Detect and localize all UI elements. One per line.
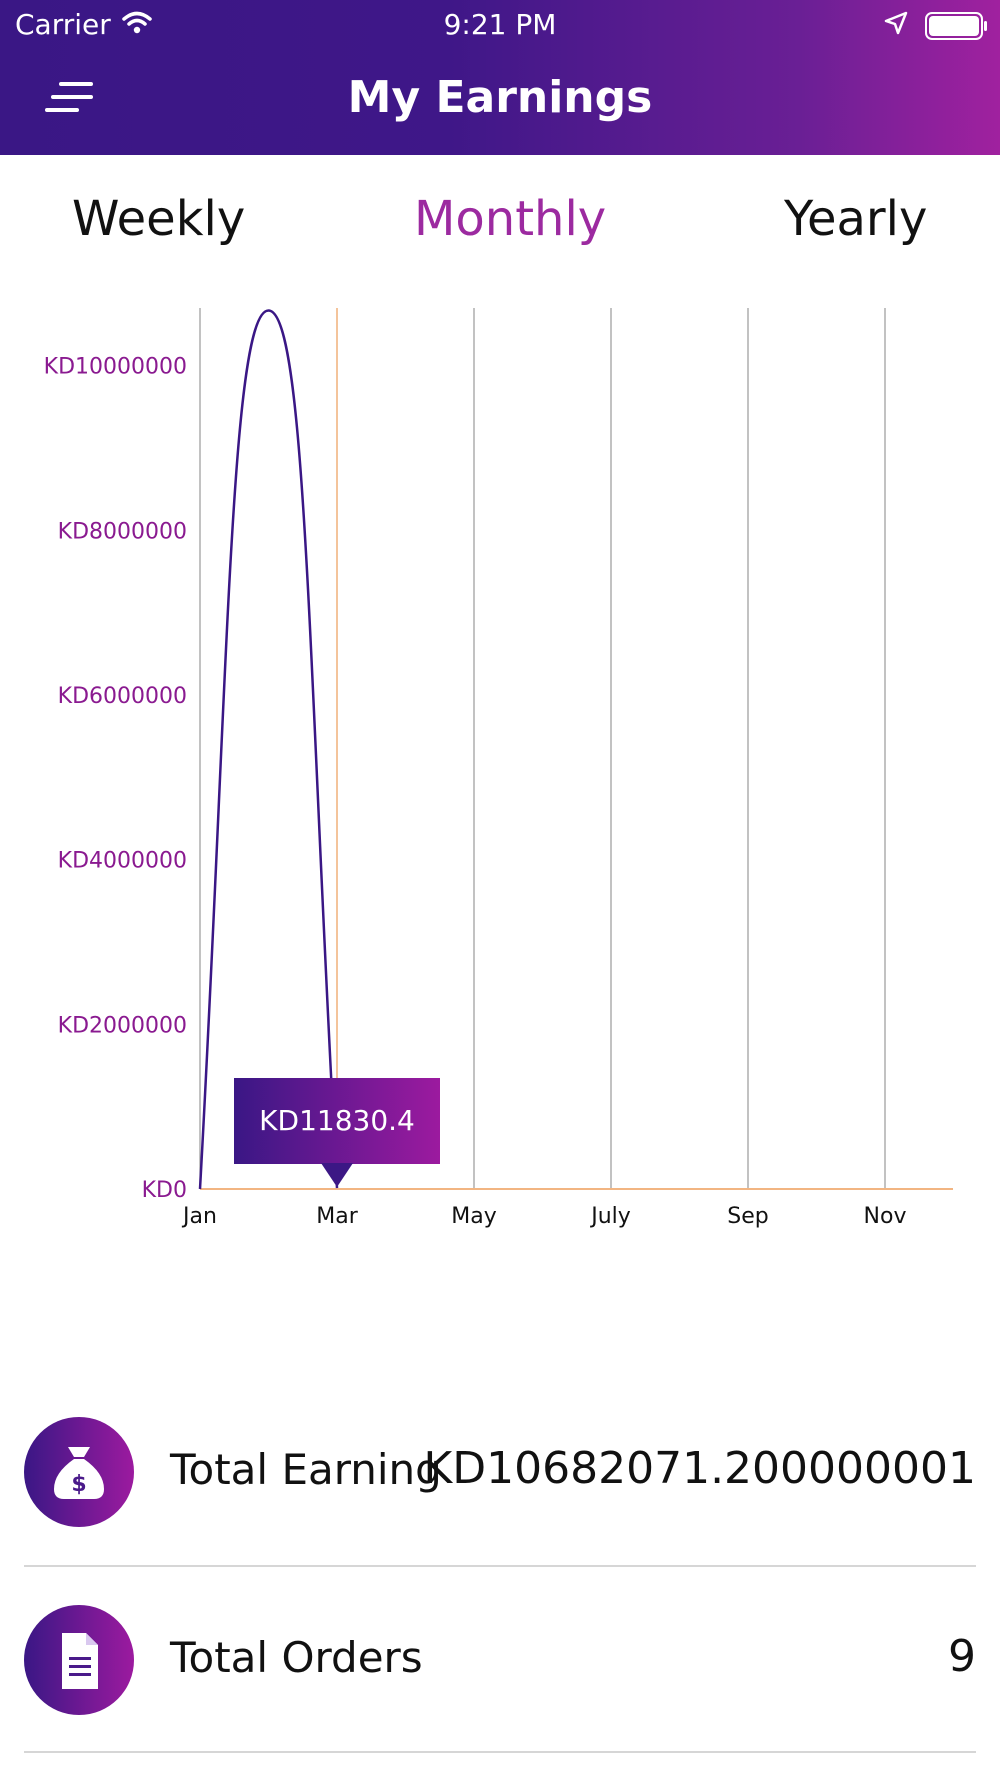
y-tick-label: KD4000000 xyxy=(58,849,187,874)
wifi-icon xyxy=(122,10,152,38)
x-tick-label: Sep xyxy=(727,1204,768,1229)
divider xyxy=(24,1751,976,1753)
total-earning-row: $ Total Earning KD10682071.200000001 xyxy=(24,1417,976,1527)
total-orders-label: Total Orders xyxy=(170,1633,423,1682)
chart-tooltip: KD11830.4 xyxy=(234,1078,440,1164)
period-tabs: Weekly Monthly Yearly xyxy=(0,155,1000,285)
tab-weekly[interactable]: Weekly xyxy=(72,191,246,247)
location-arrow-icon xyxy=(883,10,909,40)
carrier-label: Carrier xyxy=(15,8,111,41)
y-tick-label: KD8000000 xyxy=(58,519,187,544)
total-orders-value: 9 xyxy=(948,1631,976,1682)
total-earning-label: Total Earning xyxy=(170,1445,442,1494)
tab-yearly[interactable]: Yearly xyxy=(784,191,928,247)
earnings-chart: KD0 KD2000000 KD4000000 KD6000000 KD8000000 K… xyxy=(44,308,953,1229)
earnings-series-line xyxy=(198,309,339,1190)
x-tick-label: Nov xyxy=(864,1204,907,1229)
x-tick-label: Jan xyxy=(181,1204,217,1229)
menu-icon[interactable] xyxy=(45,78,101,126)
tab-monthly[interactable]: Monthly xyxy=(414,191,607,247)
y-tick-label: KD6000000 xyxy=(58,684,187,709)
page-title: My Earnings xyxy=(347,72,653,123)
divider xyxy=(24,1565,976,1567)
y-tick-label: KD2000000 xyxy=(58,1013,187,1038)
svg-text:$: $ xyxy=(71,1472,86,1497)
y-tick-label: KD10000000 xyxy=(44,355,187,380)
money-bag-icon: $ xyxy=(24,1417,134,1527)
status-time: 9:21 PM xyxy=(443,8,557,41)
chart-tooltip-pointer xyxy=(321,1163,353,1187)
battery-icon xyxy=(925,12,989,44)
x-tick-label: Mar xyxy=(316,1204,358,1229)
app-header: Carrier 9:21 PM My Earnings xyxy=(0,0,1000,155)
x-tick-label: May xyxy=(451,1204,496,1229)
total-earning-value: KD10682071.200000001 xyxy=(423,1443,976,1494)
total-orders-row: Total Orders 9 xyxy=(24,1605,976,1715)
y-tick-label: KD0 xyxy=(142,1178,187,1203)
status-bar: Carrier 9:21 PM xyxy=(0,0,1000,50)
x-tick-label: July xyxy=(589,1204,631,1229)
document-icon xyxy=(24,1605,134,1715)
